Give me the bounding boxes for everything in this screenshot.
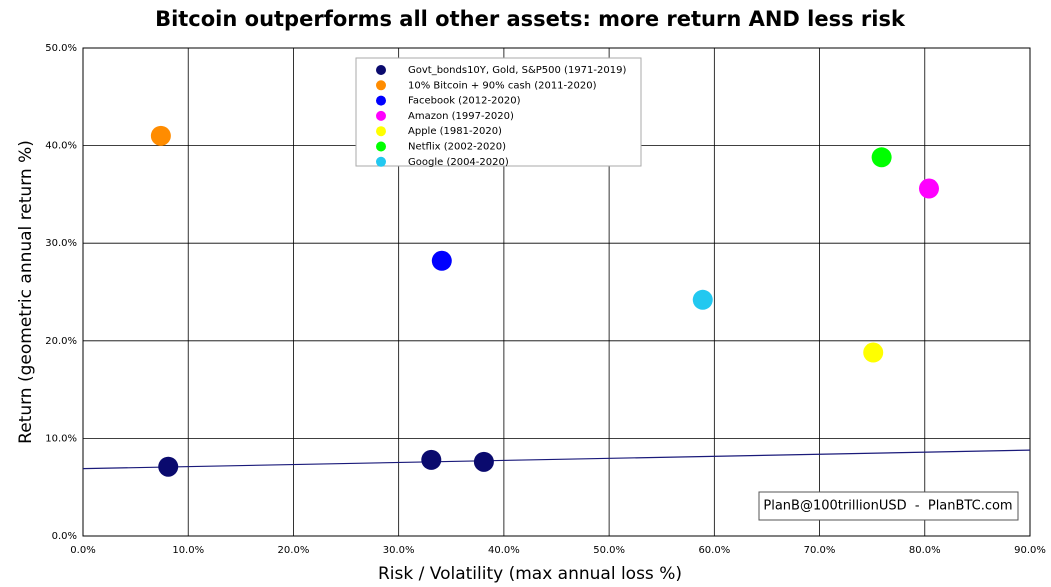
x-tick-label: 40.0% (488, 545, 520, 556)
trend-line (82, 449, 1031, 470)
y-tick-label: 50.0% (45, 43, 77, 54)
x-tick-label: 0.0% (70, 545, 95, 556)
data-point (863, 342, 884, 363)
data-point (431, 250, 452, 271)
x-tick-label: 80.0% (909, 545, 941, 556)
y-tick-label: 20.0% (45, 336, 77, 347)
x-tick-label: 50.0% (593, 545, 625, 556)
y-tick-label: 30.0% (45, 238, 77, 249)
legend-marker (376, 65, 386, 75)
legend-marker (376, 110, 386, 121)
annotation-box (758, 491, 1019, 521)
data-point (150, 125, 171, 146)
x-tick-label: 20.0% (278, 545, 310, 556)
legend-marker (376, 156, 386, 167)
x-tick-label: 10.0% (172, 545, 204, 556)
data-point (871, 147, 892, 168)
legend-marker (376, 141, 386, 152)
x-tick-label: 70.0% (804, 545, 836, 556)
x-tick-label: 60.0% (698, 545, 730, 556)
legend-label: Facebook (2012-2020) (408, 96, 521, 107)
legend-label: Netflix (2002-2020) (408, 142, 506, 153)
legend-label: Apple (1981-2020) (408, 126, 502, 137)
data-point (692, 289, 713, 310)
legend-marker (376, 126, 386, 137)
legend-marker (376, 95, 386, 106)
x-tick-label: 30.0% (383, 545, 415, 556)
data-point (421, 449, 442, 470)
legend-label: Govt_bonds10Y, Gold, S&P500 (1971-2019) (408, 65, 626, 76)
y-tick-label: 10.0% (45, 433, 77, 444)
y-tick-label: 0.0% (52, 531, 77, 542)
legend-label: Amazon (1997-2020) (408, 111, 514, 122)
x-tick-label: 90.0% (1014, 545, 1046, 556)
chart-title: Bitcoin outperforms all other assets: mo… (155, 7, 906, 31)
legend-marker (376, 80, 386, 91)
legend-box (355, 57, 642, 167)
y-tick-label: 40.0% (45, 141, 77, 152)
data-point (918, 178, 939, 199)
annotation: PlanB@100trillionUSD - PlanBTC.com (763, 499, 1012, 514)
legend-label: Google (2004-2020) (408, 157, 509, 168)
legend-label: 10% Bitcoin + 90% cash (2011-2020) (408, 80, 597, 91)
y-axis-label: Return (geometric annual return %) (16, 140, 36, 444)
data-point (473, 451, 494, 472)
data-point (158, 456, 179, 477)
x-axis-label: Risk / Volatility (max annual loss %) (378, 564, 682, 584)
